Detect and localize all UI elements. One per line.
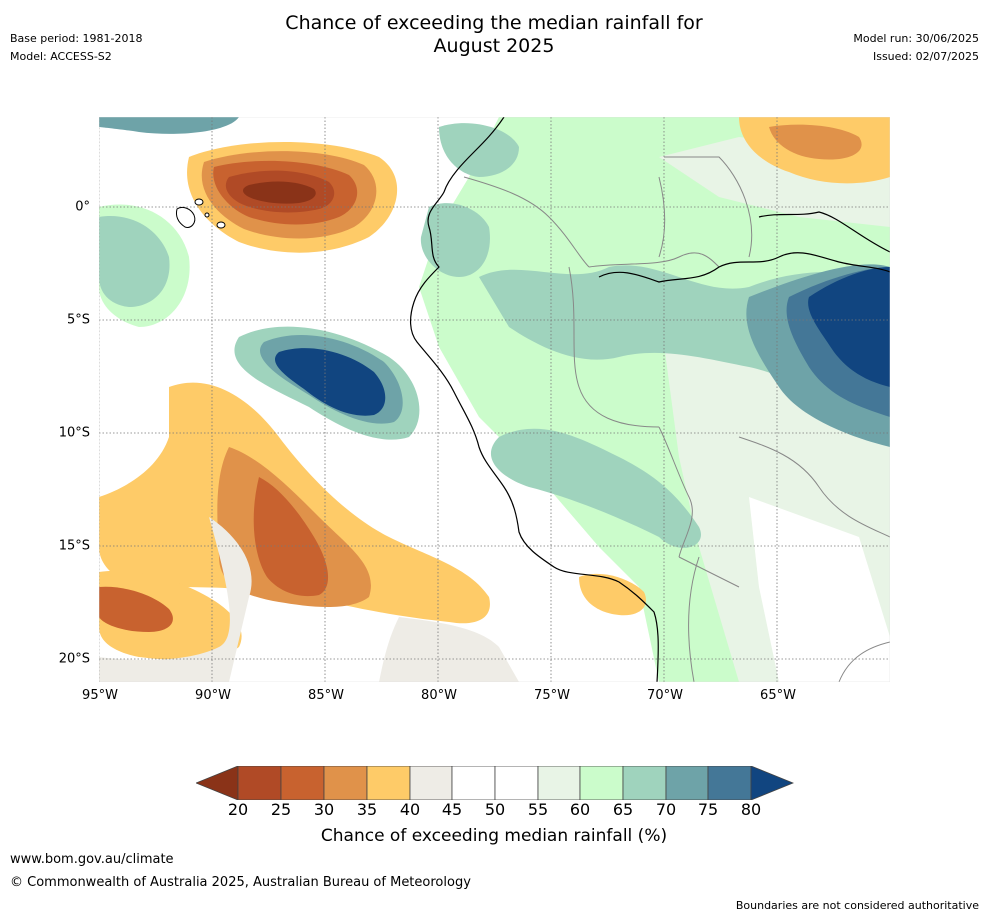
footer-copyright: © Commonwealth of Australia 2025, Austra… (10, 875, 471, 890)
dry-region-galapagos-darkest (243, 181, 316, 204)
colorbar-tick-50: 50 (484, 800, 506, 819)
colorbar-swatch-50-55 (494, 766, 539, 800)
colorbar-tick-70: 70 (655, 800, 677, 819)
neutral-area-southwest (99, 517, 252, 682)
galapagos-islands (176, 198, 226, 229)
colorbar-swatch-60-65 (579, 766, 624, 800)
dry-patch-coast-south (579, 573, 647, 616)
lat-label-5s: 5°S (66, 312, 90, 328)
colorbar-swatch-35-40 (366, 766, 411, 800)
lon-label-70w: 70°W (647, 688, 683, 703)
issued-text: Issued: 02/07/2025 (872, 50, 979, 63)
coastlines (410, 117, 890, 682)
colorbar-tick-75: 75 (697, 800, 719, 819)
teal-band-andes (490, 428, 701, 548)
lon-label-95w: 95°W (82, 688, 118, 703)
land-white-area (749, 497, 890, 682)
model-run-text: Model run: 30/06/2025 (853, 32, 979, 45)
footer-disclaimer: Boundaries are not considered authoritat… (735, 899, 979, 912)
colorbar-arrow-low (196, 766, 239, 800)
colorbar-tick-45: 45 (441, 800, 463, 819)
colorbar-swatch-20-25 (237, 766, 282, 800)
colorbar-tick-65: 65 (612, 800, 634, 819)
colorbar-swatch-30-35 (323, 766, 368, 800)
colorbar-tick-30: 30 (313, 800, 335, 819)
colorbar-tick-25: 25 (270, 800, 292, 819)
colorbar-swatch-45-50 (451, 766, 496, 800)
colorbar-swatch-75-80 (707, 766, 752, 800)
lat-label-15s: 15°S (58, 538, 90, 554)
title-line-2: August 2025 (433, 35, 555, 57)
colorbar-tick-80: 80 (740, 800, 762, 819)
colorbar-swatch-55-60 (537, 766, 581, 800)
lon-label-65w: 65°W (760, 688, 796, 703)
colorbar-swatch-65-70 (622, 766, 667, 800)
lat-label-0: 0° (75, 199, 90, 215)
colorbar-swatch-25-30 (280, 766, 325, 800)
teal-band-northwest (99, 117, 239, 134)
dry-band-south-inner (99, 586, 173, 632)
colorbar-tick-20: 20 (227, 800, 249, 819)
pacific-blob-core (275, 348, 386, 416)
dry-patch-northeast-inner (769, 124, 862, 160)
blue-region-east-core (808, 267, 890, 387)
dry-band-sw-inner (253, 477, 329, 597)
lon-label-80w: 80°W (421, 688, 457, 703)
colorbar (196, 766, 794, 800)
title-line-1: Chance of exceeding the median rainfall … (285, 12, 703, 34)
teal-patch-coast (420, 203, 490, 277)
neutral-area-south (379, 617, 519, 682)
meta-left: Base period: 1981-2018 Model: ACCESS-S2 (10, 30, 142, 66)
colorbar-tick-55: 55 (527, 800, 549, 819)
lat-label-10s: 10°S (58, 425, 90, 441)
colorbar-swatch-70-75 (665, 766, 709, 800)
teal-band-west (99, 216, 170, 307)
colorbar-arrow-high (750, 766, 794, 800)
colorbar-tick-60: 60 (569, 800, 591, 819)
map-title: Chance of exceeding the median rainfall … (0, 12, 988, 58)
colorbar-tick-35: 35 (356, 800, 378, 819)
lon-label-75w: 75°W (534, 688, 570, 703)
lon-label-90w: 90°W (195, 688, 231, 703)
colorbar-swatch-40-45 (409, 766, 453, 800)
footer-url: www.bom.gov.au/climate (10, 852, 174, 867)
graticule (99, 117, 890, 682)
country-borders (463, 156, 890, 682)
meta-right: Model run: 30/06/2025 Issued: 02/07/2025 (853, 30, 979, 66)
model-text: Model: ACCESS-S2 (10, 50, 112, 63)
lon-label-85w: 85°W (308, 688, 344, 703)
colorbar-tick-40: 40 (399, 800, 421, 819)
base-period-text: Base period: 1981-2018 (10, 32, 143, 45)
teal-patch-north (439, 123, 519, 177)
colorbar-label: Chance of exceeding median rainfall (%) (320, 826, 668, 846)
rainfall-map (99, 117, 890, 682)
lat-label-20s: 20°S (58, 651, 90, 667)
